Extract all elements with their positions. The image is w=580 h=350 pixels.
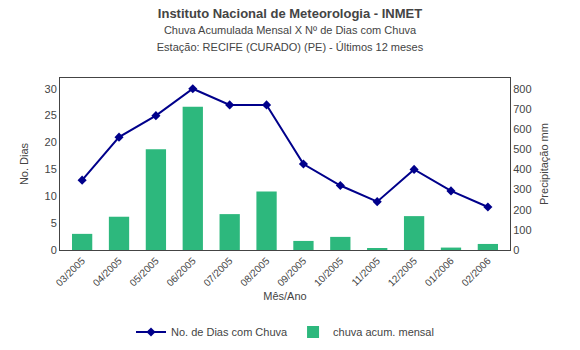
svg-text:10/2005: 10/2005 bbox=[312, 255, 346, 289]
svg-text:15: 15 bbox=[45, 163, 57, 175]
svg-text:08/2005: 08/2005 bbox=[238, 255, 272, 289]
svg-text:01/2006: 01/2006 bbox=[423, 255, 457, 289]
svg-text:100: 100 bbox=[513, 224, 531, 236]
svg-text:07/2005: 07/2005 bbox=[201, 255, 235, 289]
svg-text:0: 0 bbox=[513, 244, 519, 256]
svg-text:05/2005: 05/2005 bbox=[128, 255, 162, 289]
svg-text:600: 600 bbox=[513, 123, 531, 135]
svg-text:No. Dias: No. Dias bbox=[18, 142, 30, 185]
svg-text:400: 400 bbox=[513, 163, 531, 175]
svg-text:Precipitação mm: Precipitação mm bbox=[538, 123, 550, 205]
svg-text:11/2005: 11/2005 bbox=[349, 255, 382, 288]
svg-text:20: 20 bbox=[45, 136, 57, 148]
svg-text:03/2005: 03/2005 bbox=[54, 255, 88, 289]
svg-text:09/2005: 09/2005 bbox=[275, 255, 309, 289]
svg-text:700: 700 bbox=[513, 103, 531, 115]
svg-text:No. de Dias com Chuva: No. de Dias com Chuva bbox=[171, 326, 288, 338]
svg-text:04/2005: 04/2005 bbox=[91, 255, 125, 289]
svg-text:02/2006: 02/2006 bbox=[459, 255, 493, 289]
svg-text:5: 5 bbox=[51, 217, 57, 229]
svg-text:200: 200 bbox=[513, 204, 531, 216]
svg-text:Mês/Ano: Mês/Ano bbox=[263, 290, 306, 302]
svg-text:10: 10 bbox=[45, 190, 57, 202]
svg-text:12/2005: 12/2005 bbox=[386, 255, 420, 289]
svg-text:Instituto Nacional de Meteorol: Instituto Nacional de Meteorologia - INM… bbox=[157, 6, 424, 54]
svg-text:300: 300 bbox=[513, 183, 531, 195]
svg-text:30: 30 bbox=[45, 83, 57, 95]
svg-text:500: 500 bbox=[513, 143, 531, 155]
svg-text:25: 25 bbox=[45, 109, 57, 121]
svg-text:06/2005: 06/2005 bbox=[164, 255, 198, 289]
svg-text:800: 800 bbox=[513, 83, 531, 95]
svg-text:0: 0 bbox=[51, 244, 57, 256]
svg-text:chuva acum. mensal: chuva acum. mensal bbox=[333, 326, 434, 338]
